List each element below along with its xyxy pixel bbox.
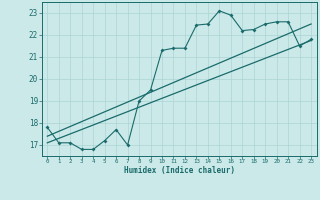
X-axis label: Humidex (Indice chaleur): Humidex (Indice chaleur) xyxy=(124,166,235,175)
